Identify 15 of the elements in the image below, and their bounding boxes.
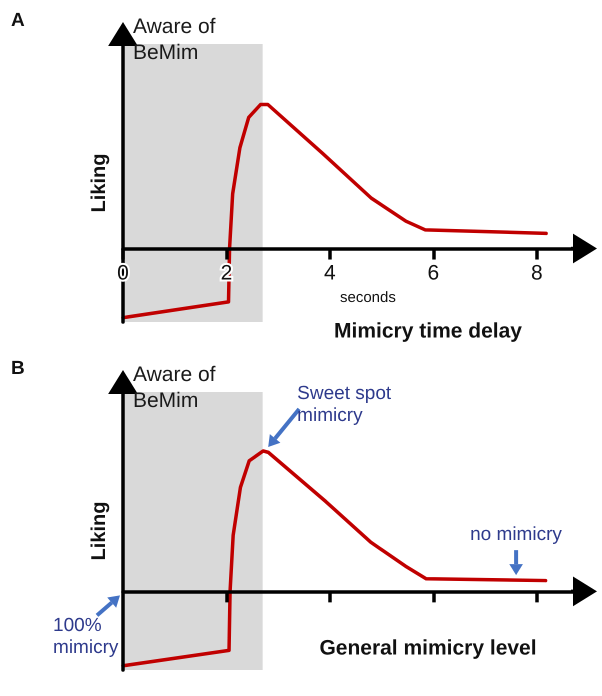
annotation: Sweet spot mimicry — [297, 382, 392, 427]
annotation: no mimicry — [470, 524, 562, 546]
x-axis-title: Mimicry time delay — [334, 320, 522, 343]
y-axis-title: Liking — [88, 154, 110, 212]
annotation: 100% mimicry — [53, 615, 118, 660]
chart-title: B — [11, 358, 25, 379]
annotation: seconds — [340, 288, 396, 308]
x-tick-label: 8 — [530, 262, 543, 285]
band-label: Aware of BeMim — [133, 362, 216, 414]
band-label: Aware of BeMim — [133, 14, 216, 66]
x-tick-label: 6 — [428, 262, 440, 285]
y-axis-title: Liking — [88, 502, 110, 560]
chart-title: A — [11, 10, 25, 31]
x-axis-title: General mimicry level — [319, 636, 537, 660]
x-tick-label: 4 — [324, 262, 336, 285]
